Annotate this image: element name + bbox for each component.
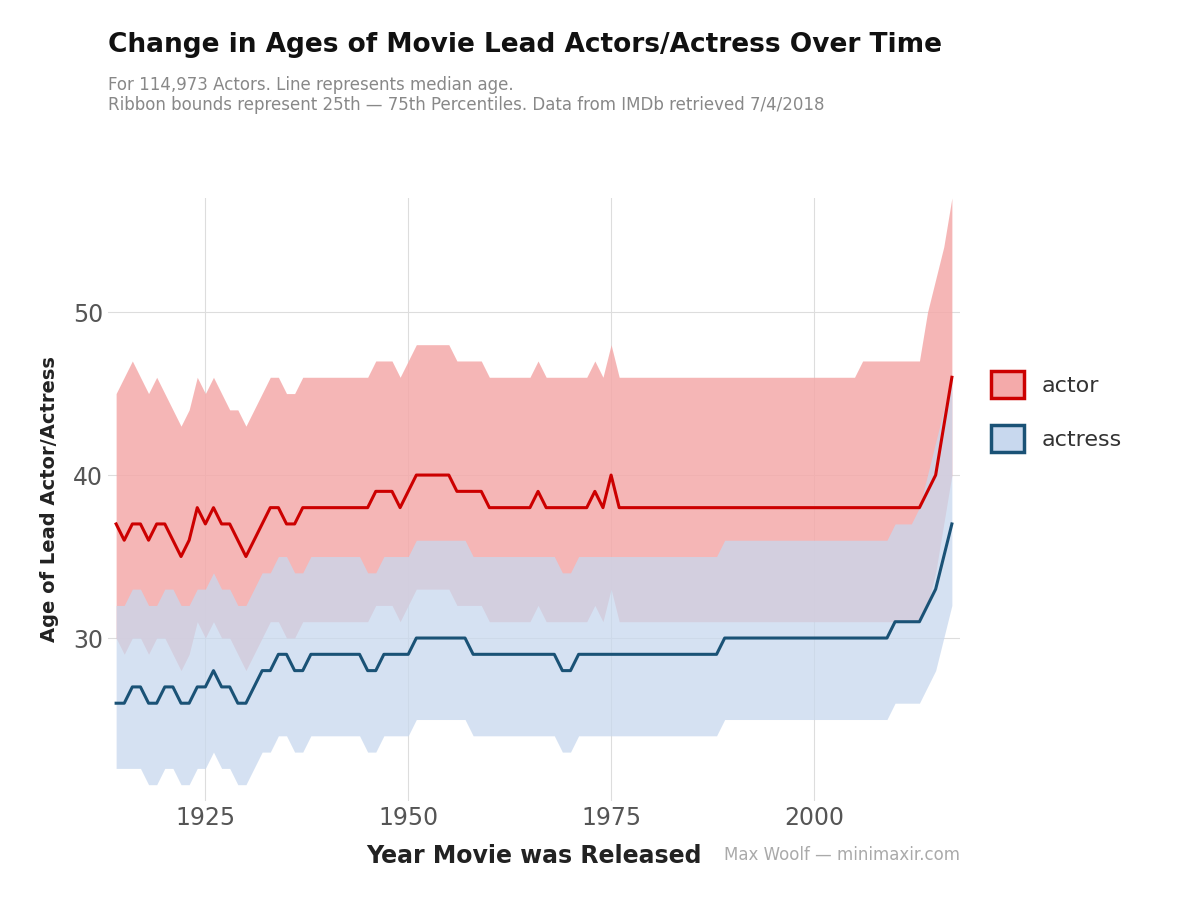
- X-axis label: Year Movie was Released: Year Movie was Released: [366, 844, 702, 868]
- Text: Max Woolf — minimaxir.com: Max Woolf — minimaxir.com: [724, 846, 960, 864]
- Y-axis label: Age of Lead Actor/Actress: Age of Lead Actor/Actress: [40, 356, 59, 643]
- Text: Ribbon bounds represent 25th — 75th Percentiles. Data from IMDb retrieved 7/4/20: Ribbon bounds represent 25th — 75th Perc…: [108, 96, 824, 114]
- Text: For 114,973 Actors. Line represents median age.: For 114,973 Actors. Line represents medi…: [108, 76, 514, 94]
- Legend: actor, actress: actor, actress: [979, 360, 1133, 463]
- Text: Change in Ages of Movie Lead Actors/Actress Over Time: Change in Ages of Movie Lead Actors/Actr…: [108, 32, 942, 58]
